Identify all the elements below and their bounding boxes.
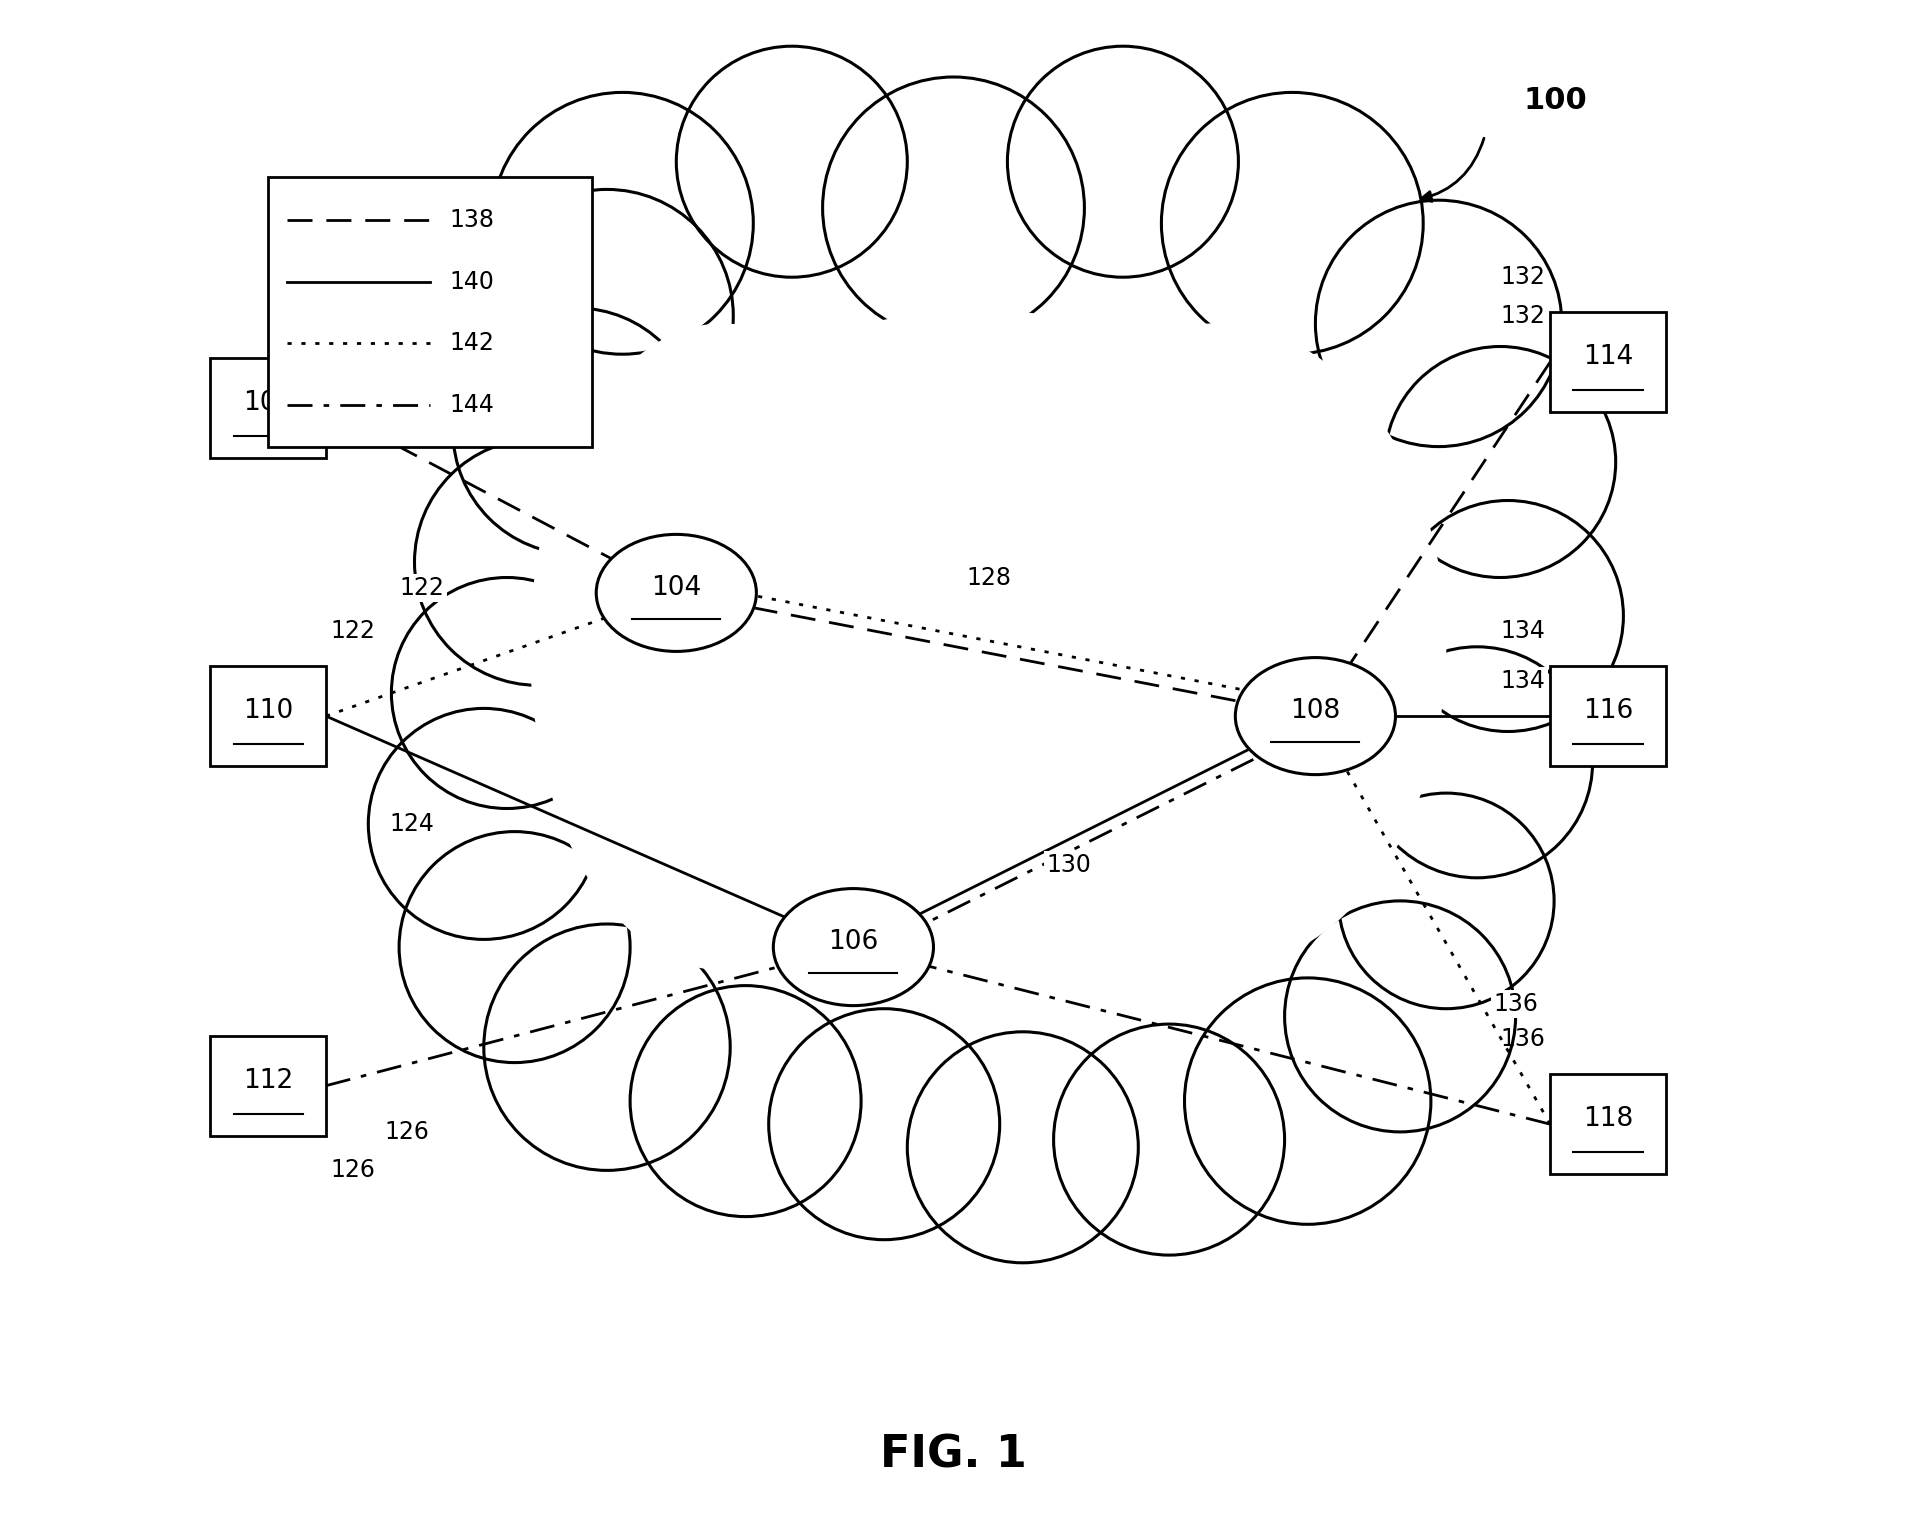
Text: 120: 120 <box>359 333 402 357</box>
FancyBboxPatch shape <box>269 177 591 447</box>
Text: 112: 112 <box>242 1067 294 1093</box>
Text: 136: 136 <box>1501 1027 1547 1052</box>
Text: 132: 132 <box>1501 265 1547 290</box>
Text: 140: 140 <box>450 270 494 294</box>
FancyBboxPatch shape <box>210 665 326 767</box>
Ellipse shape <box>507 277 1461 1016</box>
Circle shape <box>1285 901 1516 1132</box>
Text: 104: 104 <box>650 576 702 601</box>
Ellipse shape <box>597 534 757 651</box>
Text: 142: 142 <box>450 331 494 356</box>
Text: 100: 100 <box>1524 86 1587 114</box>
Ellipse shape <box>538 311 1430 989</box>
Text: 144: 144 <box>450 393 494 417</box>
Circle shape <box>769 1009 999 1240</box>
Text: 108: 108 <box>1291 699 1341 724</box>
FancyBboxPatch shape <box>1550 1075 1665 1175</box>
Circle shape <box>1184 978 1430 1224</box>
Circle shape <box>484 924 730 1170</box>
Text: 126: 126 <box>330 1158 376 1183</box>
Circle shape <box>1161 92 1423 354</box>
Text: 136: 136 <box>1493 992 1539 1016</box>
Circle shape <box>1007 46 1238 277</box>
Text: 122: 122 <box>400 576 444 601</box>
Circle shape <box>629 986 862 1217</box>
Text: 114: 114 <box>1583 343 1632 370</box>
Circle shape <box>1339 793 1554 1009</box>
Circle shape <box>399 832 629 1063</box>
Text: 106: 106 <box>828 930 879 955</box>
FancyBboxPatch shape <box>1550 313 1665 413</box>
Text: 128: 128 <box>967 565 1011 590</box>
Text: 120: 120 <box>330 311 376 336</box>
Circle shape <box>822 77 1085 339</box>
Circle shape <box>414 439 662 685</box>
Text: 134: 134 <box>1501 619 1547 644</box>
Text: 110: 110 <box>242 698 294 724</box>
FancyBboxPatch shape <box>210 359 326 459</box>
Text: 138: 138 <box>450 208 496 233</box>
Text: 122: 122 <box>330 619 376 644</box>
Text: FIG. 1: FIG. 1 <box>879 1434 1028 1477</box>
Circle shape <box>1053 1024 1285 1255</box>
Circle shape <box>1384 346 1615 578</box>
Text: 102: 102 <box>242 390 294 416</box>
Circle shape <box>492 92 753 354</box>
FancyBboxPatch shape <box>210 1036 326 1137</box>
Ellipse shape <box>530 323 915 970</box>
Circle shape <box>908 1032 1138 1263</box>
Circle shape <box>1362 647 1592 878</box>
Text: 124: 124 <box>389 812 435 836</box>
FancyBboxPatch shape <box>1550 665 1665 767</box>
Text: 130: 130 <box>1047 853 1091 878</box>
Ellipse shape <box>1236 658 1396 775</box>
Text: 134: 134 <box>1501 668 1547 693</box>
Circle shape <box>1392 500 1623 732</box>
Ellipse shape <box>774 889 934 1006</box>
Circle shape <box>391 578 622 808</box>
Circle shape <box>481 189 734 442</box>
Text: 126: 126 <box>385 1120 429 1144</box>
Circle shape <box>368 708 599 939</box>
Text: 116: 116 <box>1583 698 1632 724</box>
Circle shape <box>1316 200 1562 447</box>
Text: 132: 132 <box>1501 303 1547 328</box>
Circle shape <box>677 46 908 277</box>
Ellipse shape <box>984 323 1446 970</box>
Text: 118: 118 <box>1583 1106 1632 1132</box>
Circle shape <box>454 308 700 554</box>
